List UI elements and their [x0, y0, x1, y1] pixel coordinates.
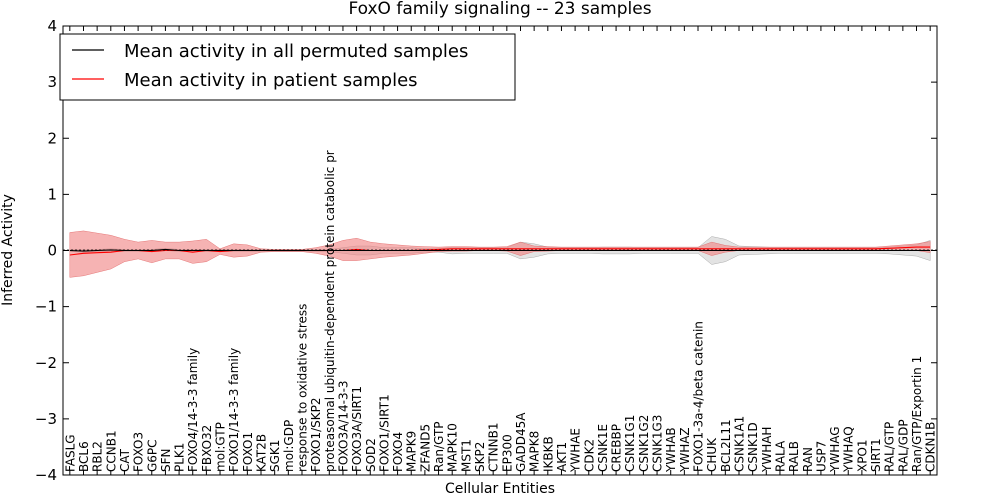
- x-tick-label: GADD45A: [514, 412, 528, 472]
- legend-box: [59, 33, 516, 101]
- x-tick-label: FOXO1/SIRT1: [377, 394, 391, 472]
- x-tick-label: CAT: [118, 448, 132, 472]
- y-tick-label: −4: [35, 466, 57, 484]
- x-tick-label: CSNK1G2: [637, 415, 651, 472]
- x-tick-label: CSNK1A1: [733, 416, 747, 472]
- x-tick-label: Ran/GTP: [432, 421, 446, 472]
- x-tick-label: FOXO3: [132, 432, 146, 472]
- x-tick-label: RALA: [774, 440, 788, 472]
- y-tick-label: 1: [47, 185, 57, 203]
- x-tick-label: PLK1: [173, 443, 187, 472]
- x-tick-label: FOXO1/SKP2: [309, 397, 323, 472]
- x-tick-label: ZFAND5: [418, 424, 432, 472]
- x-tick-label: BCL2L11: [719, 419, 733, 472]
- x-tick-label: CDKN1B: [924, 422, 938, 472]
- x-tick-label: CDK2: [582, 439, 596, 472]
- x-tick-label: FOXO4: [391, 432, 405, 472]
- x-tick-label: KAT2B: [255, 434, 269, 472]
- y-tick-label: 4: [47, 17, 57, 35]
- x-tick-label: mol:GTP: [214, 422, 228, 472]
- x-tick-label: FBXO32: [200, 425, 214, 472]
- y-axis-ticks: −4 −3 −2 −1 0 1 2 3 4: [35, 17, 937, 484]
- y-tick-label: −3: [35, 410, 57, 428]
- x-tick-label: RAL/GDP: [896, 419, 910, 472]
- x-tick-label: CHUK: [705, 437, 719, 472]
- x-tick-label: YWHAG: [828, 426, 842, 473]
- x-tick-label: SGK1: [268, 440, 282, 472]
- y-axis-label: Inferred Activity: [0, 194, 16, 306]
- legend-label-patient: Mean activity in patient samples: [124, 70, 418, 91]
- x-tick-label: SFN: [159, 449, 173, 473]
- x-tick-label: CCNB1: [104, 430, 118, 472]
- x-tick-label: FOXO4/14-3-3 family: [186, 348, 200, 472]
- x-tick-label: FOXO3A/SIRT1: [350, 386, 364, 472]
- x-tick-label: response to oxidative stress: [296, 304, 310, 472]
- x-tick-label: MAPK8: [528, 431, 542, 472]
- x-tick-label: RALB: [787, 441, 801, 472]
- x-tick-label: YWHAH: [760, 427, 774, 473]
- x-tick-label: EP300: [500, 434, 514, 472]
- x-tick-label: RAL/GTP: [883, 422, 897, 472]
- x-tick-label: mol:GDP: [282, 420, 296, 472]
- x-tick-label: AKT1: [555, 442, 569, 472]
- x-tick-label: YWHAZ: [678, 427, 692, 473]
- series-lines: [69, 246, 931, 256]
- x-tick-label: MST1: [459, 439, 473, 472]
- x-tick-label: MAPK10: [446, 423, 460, 472]
- x-tick-label: FOXO1-3a-4/beta catenin: [692, 321, 706, 472]
- y-tick-label: 2: [47, 129, 57, 147]
- x-tick-label: YWHAB: [664, 427, 678, 473]
- x-tick-label: CSNK1E: [596, 424, 610, 472]
- chart-title: FoxO family signaling -- 23 samples: [348, 0, 651, 19]
- x-tick-label: CSNK1D: [746, 422, 760, 472]
- x-tick-label: FOXO1: [241, 432, 255, 472]
- x-tick-label: XPO1: [855, 439, 869, 472]
- x-tick-label: CSNK1G1: [623, 415, 637, 472]
- legend: Mean activity in all permuted samples Me…: [59, 33, 516, 101]
- x-tick-label: RBL2: [91, 441, 105, 472]
- x-tick-label: CTNNB1: [487, 422, 501, 472]
- y-tick-label: −1: [35, 298, 57, 316]
- y-tick-label: −2: [35, 354, 57, 372]
- x-tick-label: RAN: [801, 447, 815, 472]
- x-tick-label: FOXO3A/14-3-3: [337, 380, 351, 472]
- x-tick-label: YWHAE: [569, 428, 583, 473]
- x-tick-label: CSNK1G3: [651, 415, 665, 472]
- x-tick-label: CREBBP: [610, 424, 624, 472]
- y-tick-label: 3: [47, 73, 57, 91]
- x-tick-label: SIRT1: [869, 438, 883, 472]
- legend-label-permuted: Mean activity in all permuted samples: [124, 41, 468, 62]
- x-tick-label: YWHAQ: [842, 426, 856, 473]
- x-tick-label: SOD2: [364, 438, 378, 472]
- band-series-1: [69, 230, 931, 278]
- y-tick-label: 0: [47, 242, 57, 260]
- x-tick-label: FASLG: [63, 434, 77, 472]
- x-tick-label: BCL6: [77, 441, 91, 472]
- x-tick-label: G6PC: [145, 439, 159, 472]
- confidence-bands: [69, 230, 931, 278]
- x-tick-label: SKP2: [473, 442, 487, 472]
- x-tick-label: MAPK9: [405, 431, 419, 472]
- x-tick-label: USP7: [814, 441, 828, 472]
- x-tick-label: proteasomal ubiquitin-dependent protein …: [323, 150, 337, 472]
- x-tick-label: FOXO1/14-3-3 family: [227, 348, 241, 472]
- x-tick-label: Ran/GTP/Exportin 1: [910, 356, 924, 472]
- x-axis-label: Cellular Entities: [445, 481, 555, 497]
- x-axis-ticks: FASLG BCL6 RBL2 CCNB1 CAT FOXO3 G6PC SFN PLK1 FOX…: [63, 26, 938, 475]
- x-tick-label: IKBKB: [541, 436, 555, 472]
- line-series-0: [69, 248, 931, 252]
